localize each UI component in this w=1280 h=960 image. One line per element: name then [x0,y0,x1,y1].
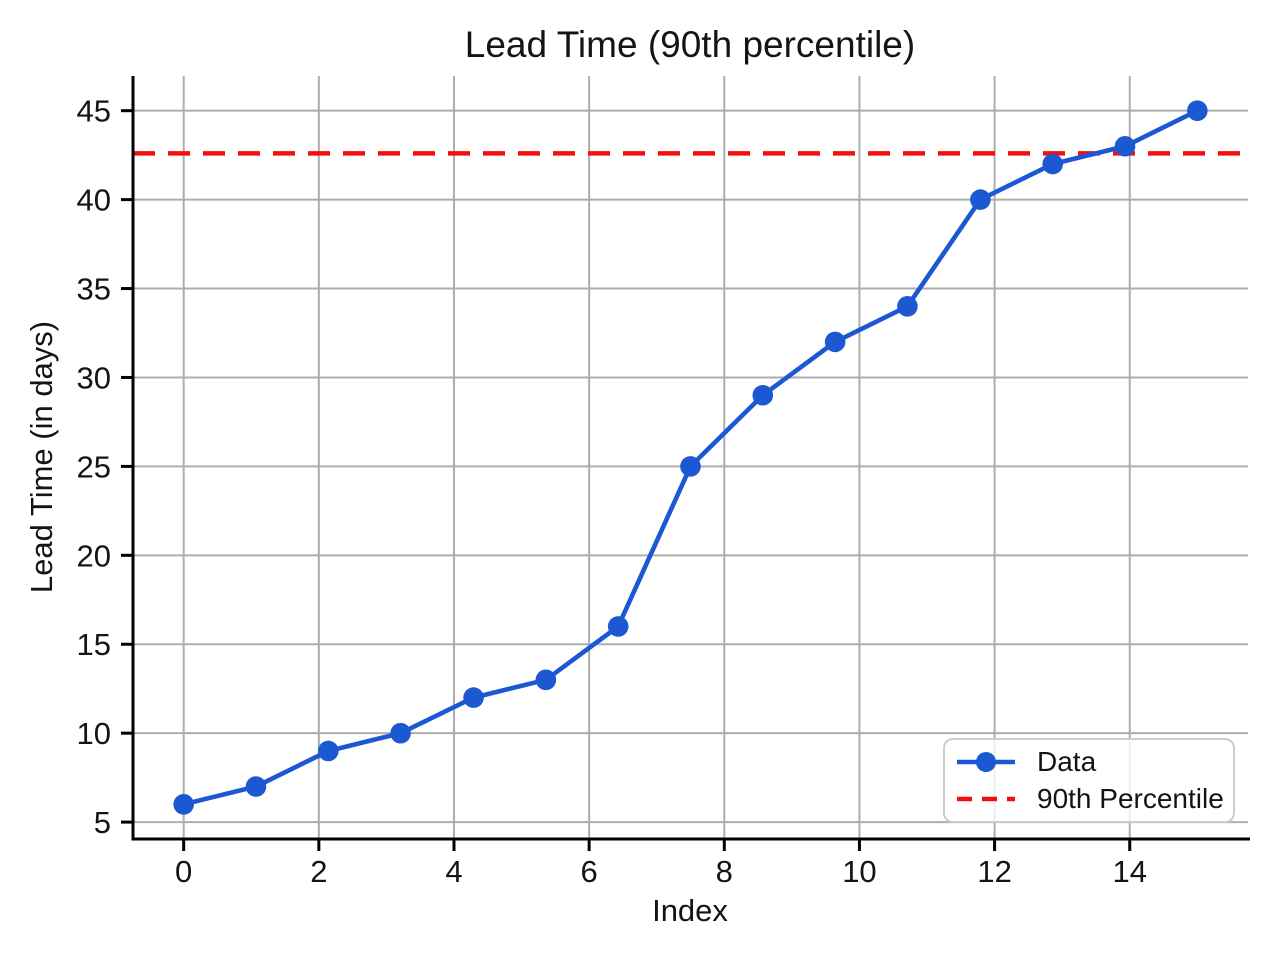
data-marker-sample [976,752,996,773]
data-point [970,189,991,210]
y-axis-label: Lead Time (in days) [24,321,59,593]
data-point [1042,153,1064,175]
data-point [824,331,846,353]
y-tick-label: 20 [77,538,111,573]
data-point [317,740,339,762]
legend: Data 90th Percentile [943,738,1235,823]
data-point [897,296,918,317]
y-tick-label: 35 [77,272,111,307]
chart-title: Lead Time (90th percentile) [465,24,915,65]
data-point [463,687,484,708]
x-tick-label: 8 [716,854,733,889]
y-tick-label: 25 [77,449,111,484]
data-point [680,456,701,477]
y-tick-label: 15 [77,627,111,662]
legend-item-percentile: 90th Percentile [955,782,1233,814]
data-point [1187,100,1208,121]
data-point [535,669,557,691]
data-point [1114,135,1136,157]
x-tick-label: 12 [977,854,1011,889]
x-tick-label: 2 [310,854,327,889]
data-point [245,776,267,797]
data-point [390,722,411,744]
y-tick-label: 5 [94,805,111,840]
data-point [607,616,629,637]
x-axis-label: Index [652,893,728,928]
data-point [752,384,774,406]
y-tick-label: 40 [77,183,111,218]
plot-area: 0 2 4 6 8 10 12 14 5 10 15 20 25 30 35 40 45 [77,76,1250,889]
x-tick-label: 0 [175,854,192,889]
y-tick-label: 10 [77,716,111,751]
x-tick-label: 4 [445,854,462,889]
data-series-swatch-icon [957,752,1015,773]
legend-item-data: Data [955,748,1233,776]
x-tick-label: 10 [842,854,876,889]
x-tick-label: 14 [1113,854,1147,889]
x-tick-label: 6 [581,854,598,889]
legend-label-data: Data [1037,746,1097,778]
legend-label-percentile: 90th Percentile [1037,782,1224,814]
data-point [173,794,194,815]
percentile-swatch-icon [957,796,1015,801]
y-tick-label: 30 [77,360,111,395]
y-tick-label: 45 [77,94,111,129]
